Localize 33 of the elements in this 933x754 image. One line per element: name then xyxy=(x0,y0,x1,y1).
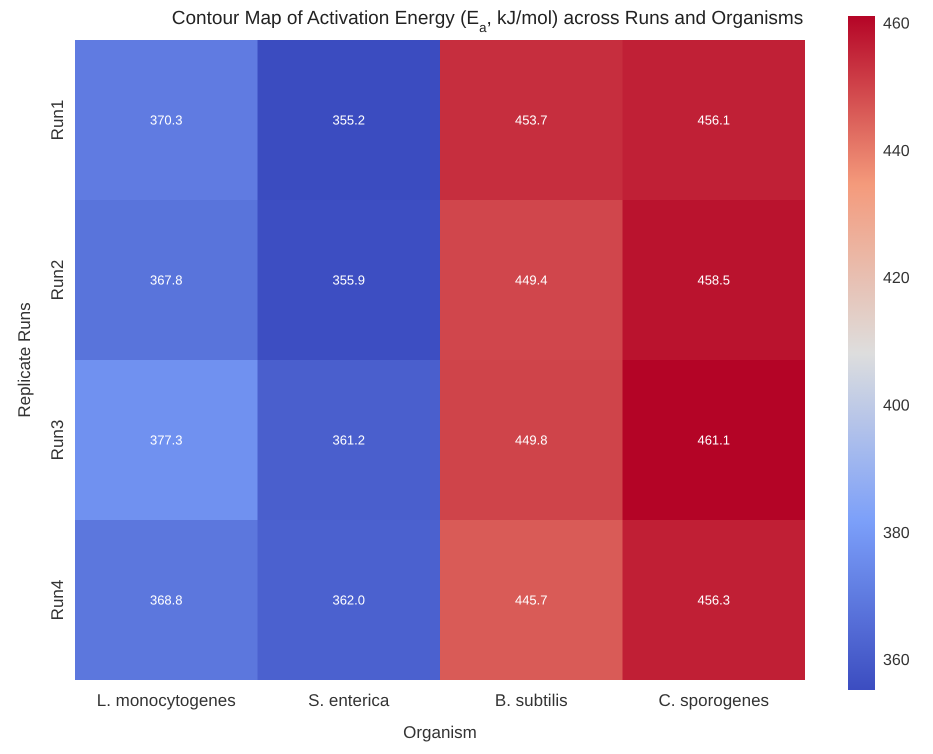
y-tick-label: Run3 xyxy=(48,420,67,460)
data-label: 445.7 xyxy=(514,592,548,608)
x-tick-label: C. sporogenes xyxy=(658,690,770,710)
data-label: 458.5 xyxy=(697,272,730,288)
data-label: 449.8 xyxy=(514,432,548,448)
x-tick-label: L. monocytogenes xyxy=(96,690,236,710)
color-bar-label: 420 xyxy=(883,270,910,288)
x-tick-label: S. enterica xyxy=(308,690,390,710)
y-tick-label: Run4 xyxy=(48,580,67,620)
chart-title: Contour Map of Activation Energy (E$_{a}$, kJ/mol) across Runs and Organisms xyxy=(172,8,804,34)
data-label: 456.3 xyxy=(697,592,730,608)
data-label: 362.0 xyxy=(332,592,366,608)
data-label: 377.3 xyxy=(150,432,183,448)
data-label: 370.3 xyxy=(150,112,183,128)
data-label: 355.9 xyxy=(332,272,366,288)
x-axis-title: Organism xyxy=(403,723,477,742)
data-label: 453.7 xyxy=(514,112,548,128)
color-bar-label: 460 xyxy=(883,16,910,33)
y-tick-label: Run2 xyxy=(48,260,67,300)
data-label: 361.2 xyxy=(332,432,366,448)
color-bar-label: 440 xyxy=(883,142,910,160)
color-bar-label: 380 xyxy=(883,524,910,542)
data-label: 456.1 xyxy=(697,112,730,128)
color-bar-label: 400 xyxy=(883,397,910,414)
data-label: 367.8 xyxy=(150,272,183,288)
data-label: 355.2 xyxy=(332,112,366,128)
x-tick-label: B. subtilis xyxy=(494,690,568,710)
y-tick-label: Run1 xyxy=(48,100,67,140)
data-label: 368.8 xyxy=(150,592,183,608)
data-label: 461.1 xyxy=(697,432,730,448)
y-axis-title: Replicate Runs xyxy=(15,302,34,418)
color-bar-label: 360 xyxy=(883,652,910,670)
data-label: 449.4 xyxy=(514,272,548,288)
